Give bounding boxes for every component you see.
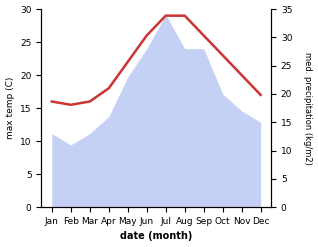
Y-axis label: med. precipitation (kg/m2): med. precipitation (kg/m2) — [303, 52, 313, 165]
X-axis label: date (month): date (month) — [120, 231, 192, 242]
Y-axis label: max temp (C): max temp (C) — [5, 77, 15, 139]
